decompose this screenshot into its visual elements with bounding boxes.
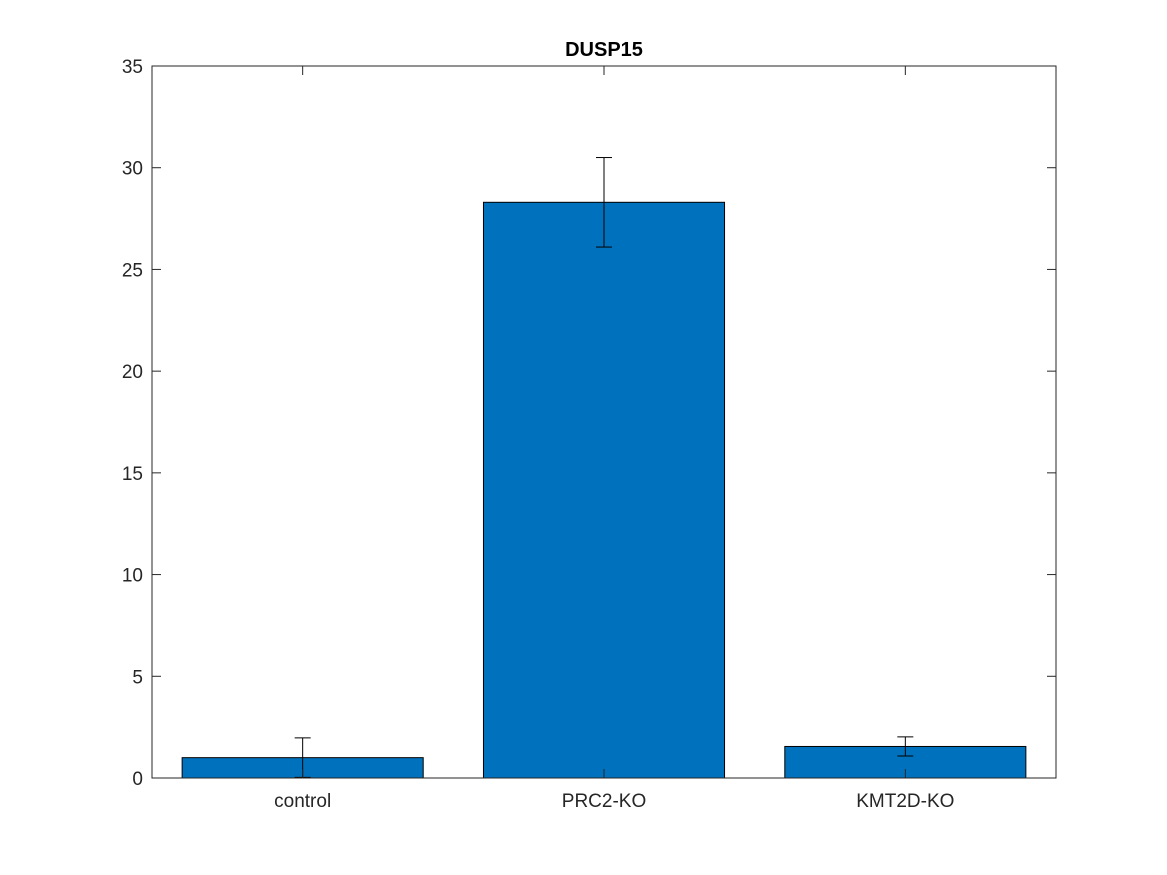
y-tick-label: 0	[132, 769, 143, 790]
x-tick-label-prc2-ko: PRC2-KO	[562, 791, 646, 812]
x-tick-label-kmt2d-ko: KMT2D-KO	[856, 791, 954, 812]
x-axis: control PRC2-KO KMT2D-KO	[274, 66, 954, 812]
y-tick-label: 25	[122, 260, 143, 281]
errorbar-kmt2d-ko	[897, 736, 914, 757]
y-tick-label: 10	[122, 566, 143, 587]
chart-title: DUSP15	[565, 39, 643, 61]
bar-prc2-ko	[482, 201, 726, 779]
x-tick-label-control: control	[274, 791, 331, 812]
bars-layer	[181, 201, 1027, 779]
y-tick-label: 15	[122, 464, 143, 485]
y-tick-label: 20	[122, 362, 143, 383]
y-tick-label: 5	[132, 667, 143, 688]
y-axis: 0 5 10 15 20 25 30 35	[122, 57, 1056, 790]
y-tick-label: 35	[122, 57, 143, 78]
errorbar-prc2-ko	[596, 157, 612, 248]
y-tick-label: 30	[122, 159, 143, 180]
